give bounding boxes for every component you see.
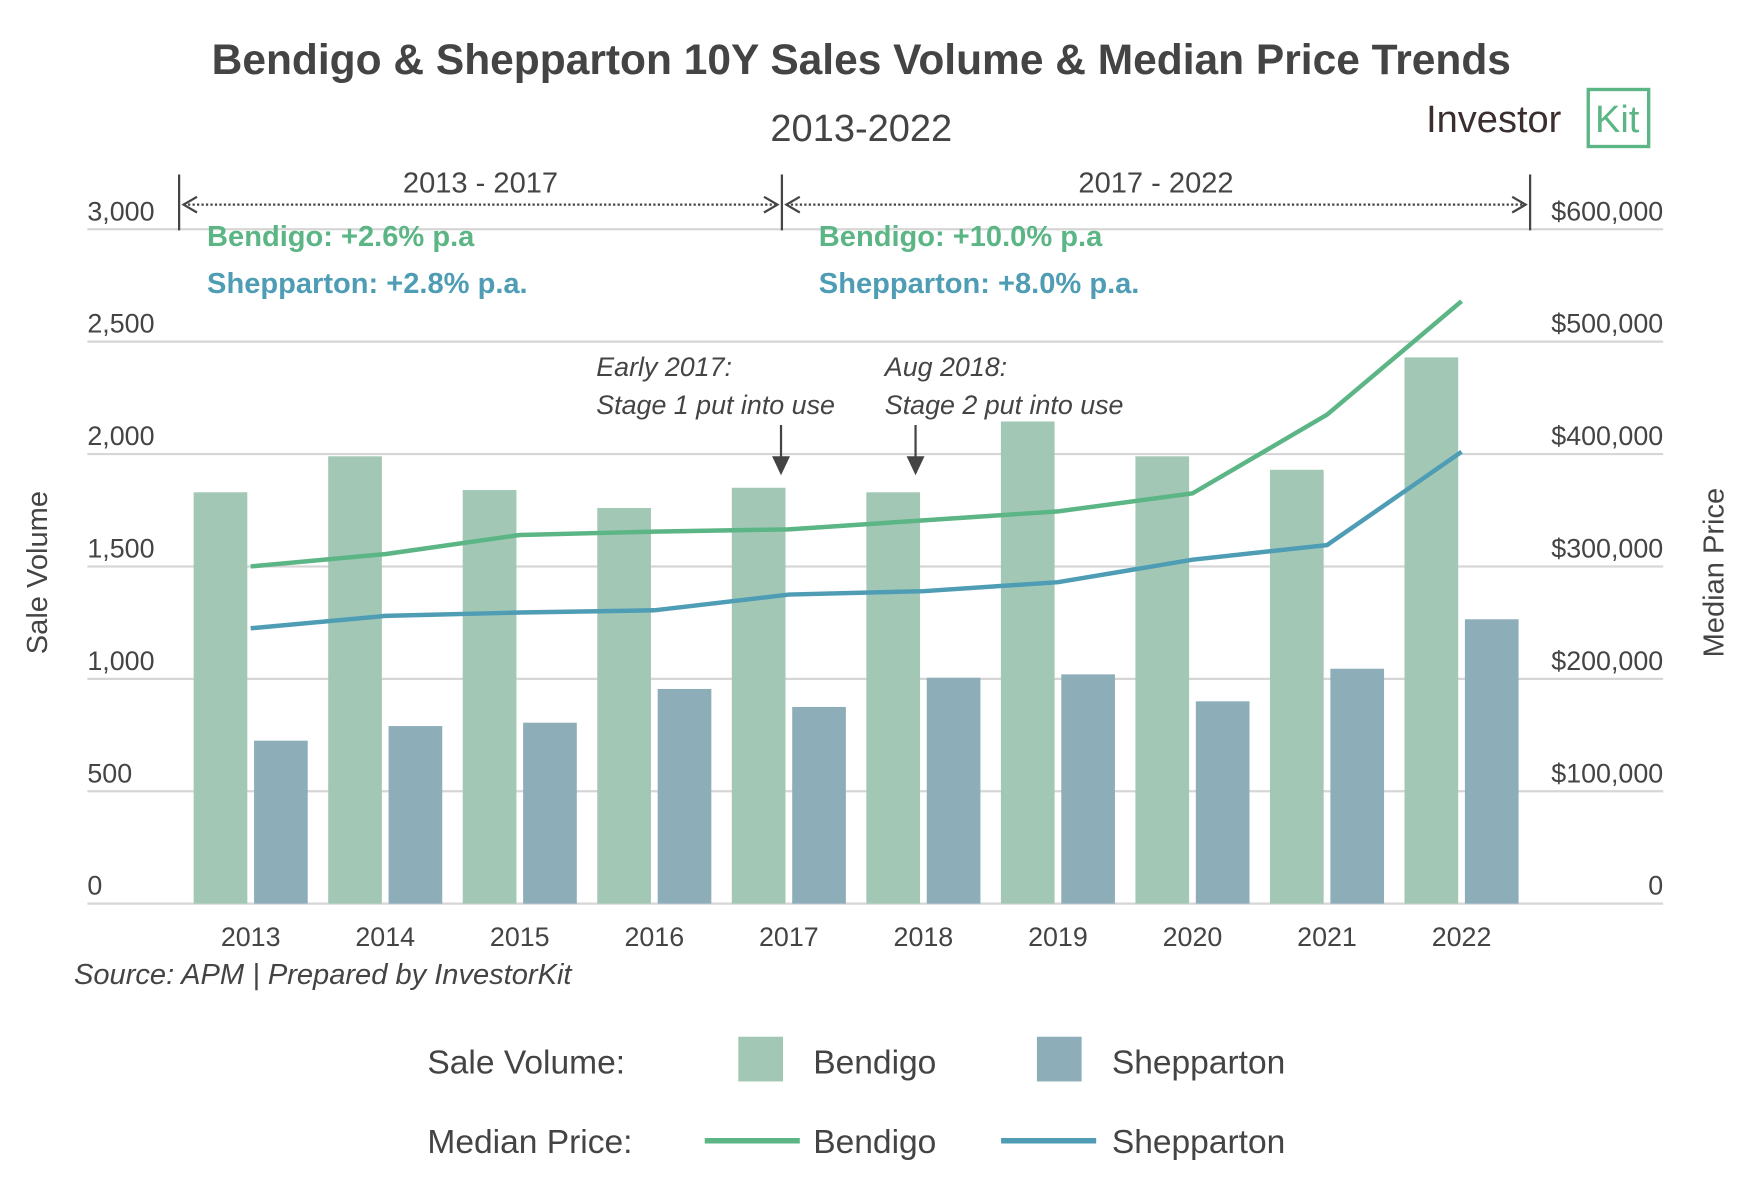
x-tick-label: 2020: [1163, 922, 1223, 952]
svg-text:Kit: Kit: [1595, 99, 1640, 141]
bar-bendigo-2018: [866, 492, 921, 904]
period-bendigo-growth: Bendigo: +10.0% p.a: [819, 221, 1103, 253]
bar-bendigo-2014: [328, 456, 382, 904]
chart-subtitle: 2013-2022: [770, 108, 952, 150]
y2-tick-label: $600,000: [1551, 196, 1663, 226]
legend: Sale Volume: Bendigo Shepparton Median P…: [427, 1036, 1285, 1161]
x-tick-label: 2014: [355, 922, 415, 952]
x-tick-label: 2019: [1028, 922, 1088, 952]
y-axis-label: Sale Volume: [22, 491, 54, 654]
bar-bendigo-2017: [731, 487, 786, 904]
bar-bendigo-2019: [1000, 421, 1055, 904]
legend-bendigo-bar: Bendigo: [813, 1045, 936, 1082]
annotation-line1: Aug 2018:: [883, 352, 1007, 382]
y-tick-label: 0: [87, 871, 102, 901]
y-tick-label: 2,000: [87, 421, 154, 451]
y2-tick-label: $500,000: [1551, 309, 1663, 339]
y2-axis-label: Median Price: [1699, 488, 1731, 658]
line-bendigo: [250, 299, 1463, 569]
x-tick-label: 2016: [624, 922, 684, 952]
arrow-down-icon: [906, 456, 925, 476]
period-bendigo-growth: Bendigo: +2.6% p.a: [207, 221, 475, 253]
legend-bendigo-line: Bendigo: [813, 1124, 936, 1161]
svg-text:Investor: Investor: [1426, 99, 1562, 141]
period-shepparton-growth: Shepparton: +8.0% p.a.: [819, 268, 1140, 300]
arrowhead-icon: [181, 195, 780, 214]
bar-shepparton-2018: [926, 677, 981, 904]
line-shepparton: [250, 449, 1463, 631]
bar-shepparton-2014: [388, 726, 443, 904]
bar-shepparton-2021: [1330, 668, 1385, 904]
y-tick-label: 1,500: [87, 534, 154, 564]
y-tick-label: 2,500: [87, 309, 154, 339]
annotation-line1: Early 2017:: [596, 352, 732, 382]
investorkit-logo: Investor Kit: [1426, 87, 1651, 149]
y-tick-label: 1,000: [87, 646, 154, 676]
y2-tick-label: $100,000: [1551, 758, 1663, 788]
arrow-down-icon: [772, 456, 790, 476]
bar-shepparton-2022: [1464, 619, 1519, 904]
bar-bendigo-2020: [1135, 456, 1190, 904]
y2-tick-label: $200,000: [1551, 646, 1663, 676]
legend-swatch-bendigo-bar: [738, 1036, 784, 1082]
x-tick-label: 2015: [490, 922, 550, 952]
legend-swatch-shepparton-bar: [1036, 1036, 1082, 1082]
source-note: Source: APM | Prepared by InvestorKit: [74, 959, 573, 991]
bar-shepparton-2016: [657, 688, 712, 904]
bar-bendigo-2015: [462, 490, 517, 904]
arrowhead-icon: [784, 195, 1528, 214]
x-tick-label: 2017: [759, 922, 819, 952]
bar-shepparton-2015: [523, 722, 577, 904]
y-tick-label: 3,000: [87, 196, 154, 226]
bar-bendigo-2022: [1404, 357, 1459, 904]
bar-bendigo-2021: [1269, 469, 1324, 904]
legend-shepparton-line: Shepparton: [1112, 1124, 1285, 1161]
period-label: 2017 - 2022: [1078, 167, 1233, 199]
bar-shepparton-2019: [1061, 674, 1115, 904]
y2-tick-label: $400,000: [1551, 421, 1663, 451]
annotation-line2: Stage 2 put into use: [885, 390, 1124, 420]
y-tick-label: 500: [87, 758, 132, 788]
bar-bendigo-2013: [193, 492, 248, 904]
x-tick-label: 2021: [1297, 922, 1357, 952]
chart-title: Bendigo & Shepparton 10Y Sales Volume & …: [212, 37, 1511, 84]
legend-volume-label: Sale Volume:: [427, 1045, 625, 1082]
bar-shepparton-2020: [1195, 701, 1250, 904]
x-tick-label: 2022: [1432, 922, 1492, 952]
period-shepparton-growth: Shepparton: +2.8% p.a.: [207, 268, 528, 300]
x-tick-label: 2018: [894, 922, 954, 952]
bar-shepparton-2013: [254, 740, 308, 904]
legend-shepparton-bar: Shepparton: [1112, 1045, 1285, 1082]
y2-tick-label: 0: [1648, 871, 1663, 901]
x-tick-label: 2013: [221, 922, 281, 952]
annotation-line2: Stage 1 put into use: [596, 390, 835, 420]
bar-bendigo-2016: [597, 508, 651, 904]
period-label: 2013 - 2017: [403, 167, 558, 199]
legend-price-label: Median Price:: [427, 1124, 632, 1161]
y2-tick-label: $300,000: [1551, 534, 1663, 564]
bar-shepparton-2017: [792, 706, 846, 904]
